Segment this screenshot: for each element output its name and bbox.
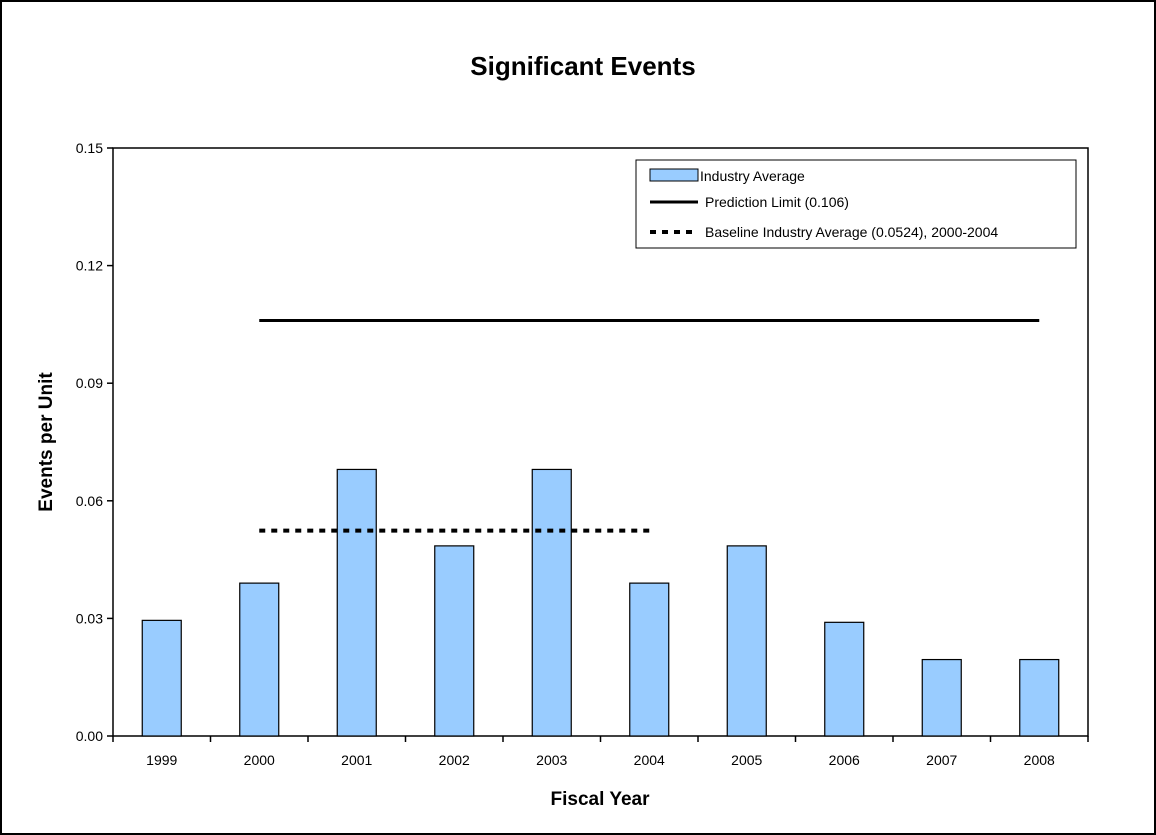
y-tick-label: 0.09 bbox=[76, 375, 103, 391]
bar-2000 bbox=[239, 582, 280, 737]
x-tick-label: 2007 bbox=[926, 752, 957, 768]
bar-1999 bbox=[141, 619, 182, 737]
x-tick-label: 2005 bbox=[731, 752, 762, 768]
x-axis: 1999 2000 2001 2002 2003 2004 2005 2006 2007 2008 bbox=[112, 736, 1089, 768]
bar-2003 bbox=[531, 468, 572, 737]
x-axis-title: Fiscal Year bbox=[551, 789, 651, 810]
x-tick-label: 2008 bbox=[1024, 752, 1055, 768]
bar-2002 bbox=[434, 545, 475, 737]
legend-swatch-industry-average bbox=[649, 168, 699, 182]
reference-lines bbox=[259, 318, 1040, 533]
bar-2001 bbox=[336, 468, 377, 737]
bar-2005 bbox=[726, 545, 767, 737]
x-tick-label: 2003 bbox=[536, 752, 567, 768]
bar-2004 bbox=[629, 582, 670, 737]
legend: Industry Average Prediction Limit (0.106… bbox=[635, 159, 1077, 249]
legend-label-industry-average: Industry Average bbox=[700, 168, 805, 184]
x-tick-label: 2002 bbox=[439, 752, 470, 768]
y-axis: 0.00 0.03 0.06 0.09 0.12 0.15 bbox=[76, 140, 113, 744]
legend-label-prediction-limit: Prediction Limit (0.106) bbox=[705, 194, 849, 210]
y-tick-label: 0.06 bbox=[76, 493, 103, 509]
chart-title: Significant Events bbox=[470, 51, 695, 81]
y-tick-label: 0.00 bbox=[76, 728, 103, 744]
x-tick-label: 2000 bbox=[244, 752, 275, 768]
legend-label-baseline-average: Baseline Industry Average (0.0524), 2000… bbox=[705, 224, 998, 240]
bar-2008 bbox=[1019, 658, 1060, 737]
y-tick-label: 0.12 bbox=[76, 258, 103, 274]
x-tick-label: 1999 bbox=[146, 752, 177, 768]
y-axis-title: Events per Unit bbox=[36, 372, 57, 512]
x-tick-label: 2004 bbox=[634, 752, 665, 768]
bar-2007 bbox=[921, 658, 962, 737]
bar-series bbox=[141, 468, 1060, 737]
bar-2006 bbox=[824, 621, 865, 737]
x-tick-label: 2006 bbox=[829, 752, 860, 768]
x-tick-label: 2001 bbox=[341, 752, 372, 768]
y-tick-label: 0.15 bbox=[76, 140, 103, 156]
legend-box bbox=[635, 159, 1077, 249]
y-tick-label: 0.03 bbox=[76, 610, 103, 626]
